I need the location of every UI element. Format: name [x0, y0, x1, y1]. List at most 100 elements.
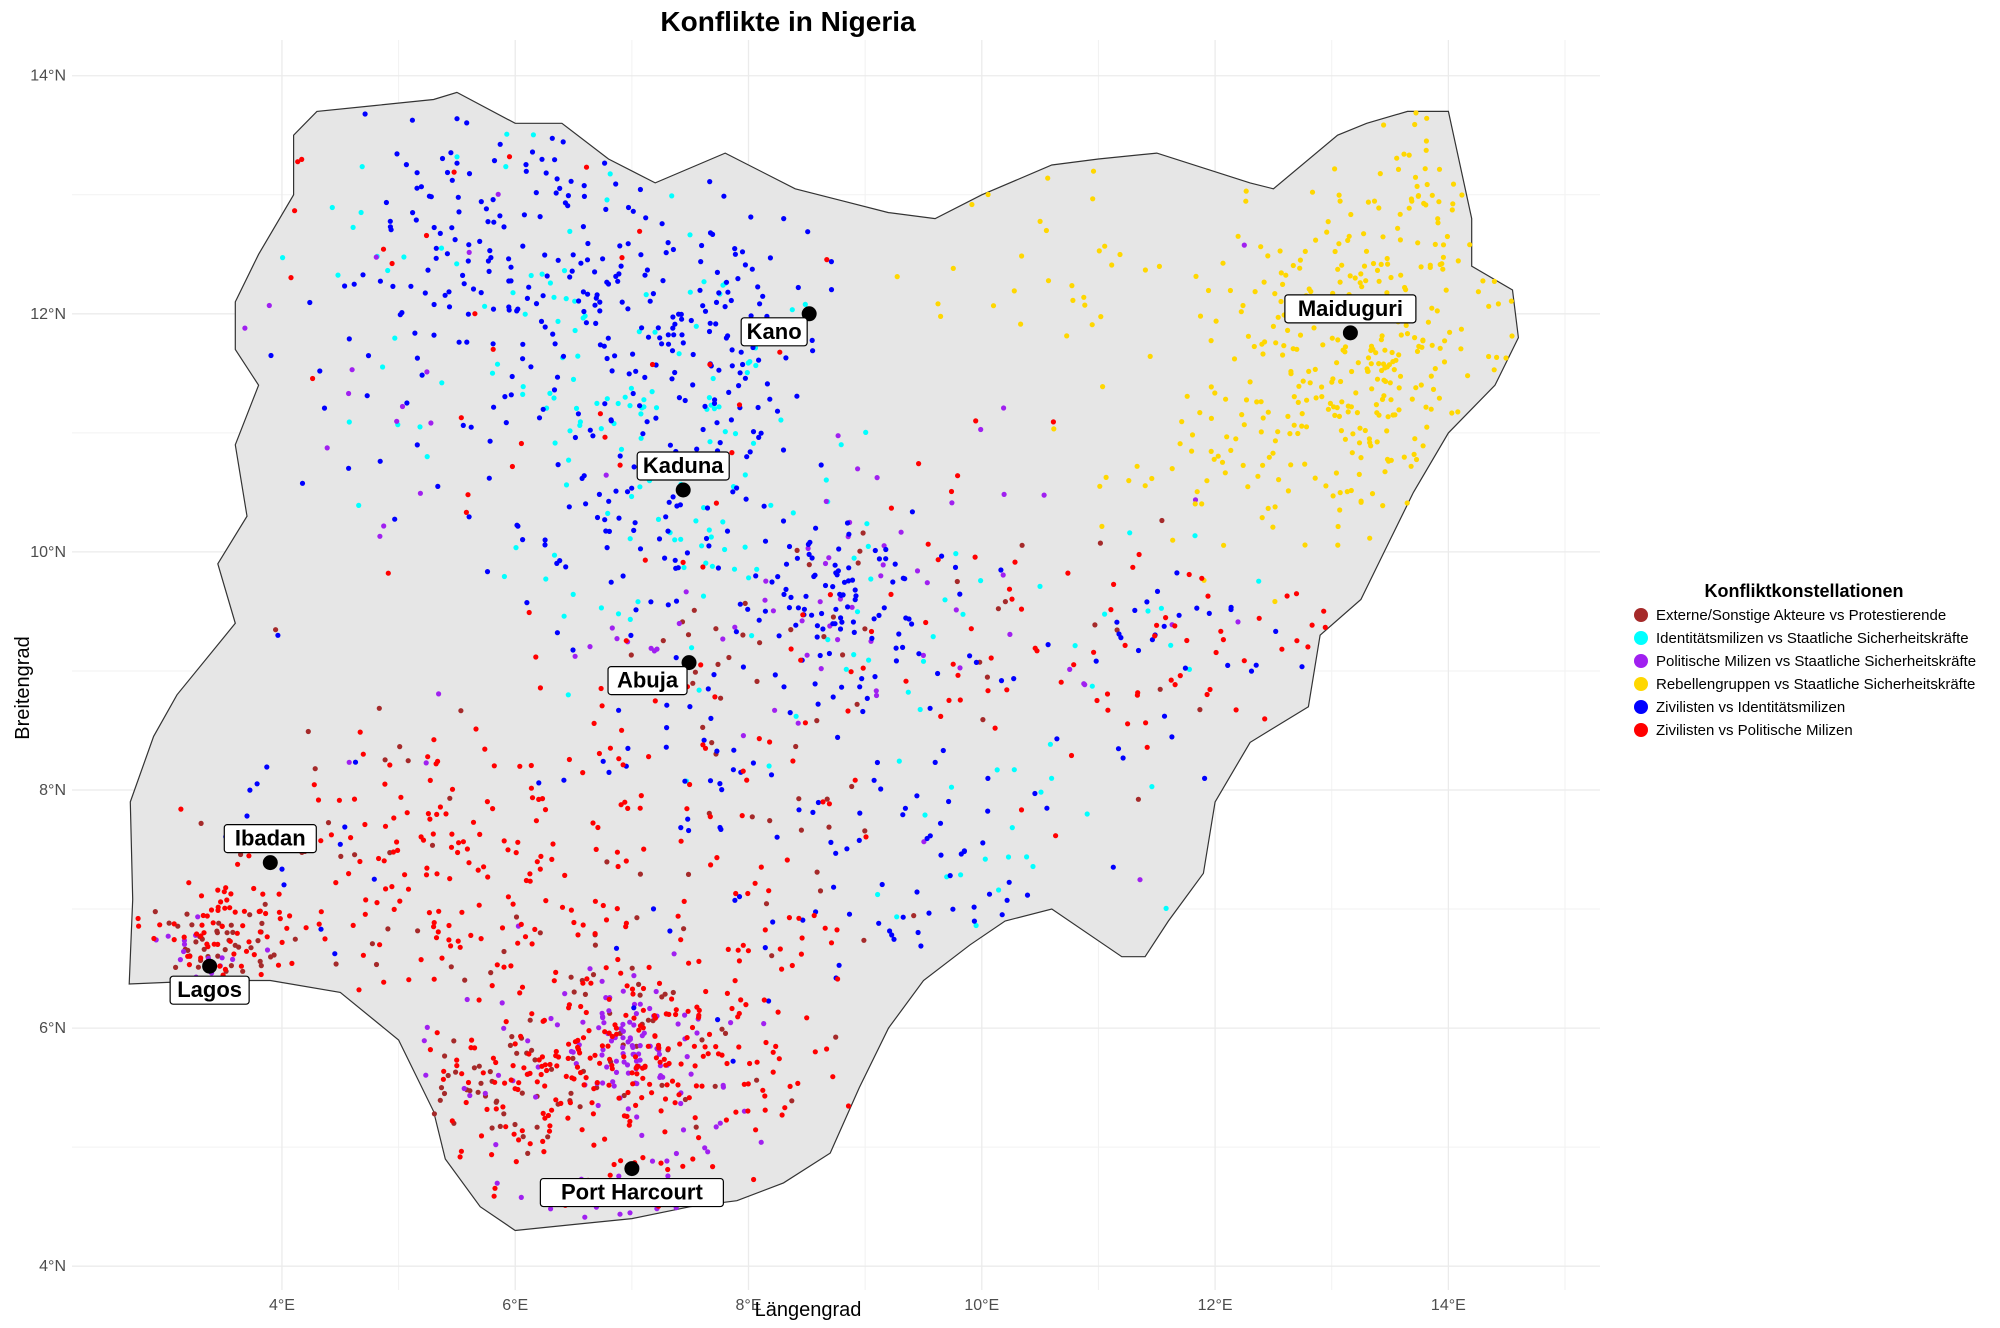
conflict-point: [669, 193, 675, 199]
conflict-point: [494, 1180, 500, 1186]
conflict-point: [992, 725, 998, 731]
conflict-point: [1287, 431, 1293, 437]
conflict-point: [745, 890, 751, 897]
conflict-point: [722, 429, 728, 435]
conflict-point: [454, 1063, 460, 1069]
conflict-point: [688, 1071, 694, 1077]
legend-label: Zivilisten vs Politische Milizen: [1656, 722, 1853, 739]
conflict-point: [1136, 551, 1142, 558]
conflict-point: [788, 627, 794, 633]
conflict-point: [1149, 637, 1155, 643]
conflict-point: [255, 938, 261, 944]
conflict-point: [594, 514, 601, 521]
conflict-point: [427, 816, 433, 822]
conflict-point: [754, 1059, 760, 1065]
conflict-point: [1325, 219, 1331, 225]
conflict-point: [1401, 151, 1407, 157]
conflict-point: [1280, 352, 1286, 358]
conflict-point: [666, 499, 672, 505]
conflict-point: [740, 632, 746, 638]
conflict-point: [642, 374, 648, 380]
conflict-point: [484, 569, 491, 575]
conflict-point: [625, 1106, 631, 1112]
conflict-point: [1245, 333, 1251, 339]
conflict-point: [633, 1102, 639, 1108]
conflict-point: [181, 934, 187, 940]
conflict-point: [793, 622, 799, 628]
conflict-point: [762, 945, 768, 951]
conflict-point: [600, 1015, 606, 1021]
conflict-point: [357, 858, 363, 865]
conflict-point: [510, 290, 516, 296]
conflict-point: [616, 1095, 622, 1101]
conflict-point: [521, 212, 528, 218]
conflict-point: [921, 839, 927, 845]
conflict-point: [1142, 267, 1148, 273]
conflict-point: [462, 977, 468, 983]
conflict-point: [461, 1085, 467, 1092]
conflict-point: [1406, 152, 1412, 158]
conflict-point: [1437, 345, 1443, 351]
conflict-point: [497, 1123, 503, 1129]
conflict-point: [617, 453, 623, 459]
conflict-point: [1440, 266, 1446, 272]
conflict-point: [696, 687, 702, 693]
conflict-point: [1420, 337, 1426, 343]
conflict-point: [486, 475, 492, 481]
conflict-point: [669, 996, 675, 1002]
conflict-point: [567, 228, 573, 234]
conflict-point: [438, 245, 445, 251]
conflict-point: [672, 557, 678, 563]
conflict-point: [362, 821, 368, 828]
conflict-point: [553, 190, 559, 196]
conflict-point: [806, 551, 812, 558]
conflict-point: [1071, 662, 1077, 668]
conflict-point: [277, 916, 283, 922]
conflict-point: [426, 910, 432, 916]
conflict-point: [1356, 440, 1363, 446]
conflict-point: [663, 514, 669, 520]
conflict-point: [563, 482, 570, 488]
conflict-point: [805, 545, 811, 552]
conflict-point: [930, 634, 936, 640]
conflict-point: [609, 625, 615, 631]
conflict-point: [772, 707, 778, 713]
conflict-point: [967, 653, 973, 659]
conflict-point: [955, 473, 961, 479]
conflict-point: [776, 1056, 782, 1062]
conflict-point: [702, 308, 709, 314]
conflict-point: [1327, 400, 1333, 406]
conflict-point: [346, 759, 352, 765]
conflict-point: [1208, 384, 1214, 390]
conflict-point: [478, 1080, 484, 1086]
conflict-point: [953, 551, 959, 557]
conflict-point: [1000, 572, 1006, 578]
conflict-point: [637, 228, 643, 234]
conflict-point: [1428, 406, 1434, 412]
conflict-point: [579, 1127, 585, 1133]
conflict-point: [580, 770, 586, 776]
conflict-point: [1045, 642, 1051, 648]
conflict-point: [835, 433, 841, 439]
conflict-point: [984, 674, 991, 680]
conflict-point: [837, 626, 844, 632]
conflict-point: [1305, 644, 1311, 650]
conflict-point: [940, 747, 946, 754]
conflict-point: [946, 697, 952, 704]
conflict-point: [505, 847, 511, 853]
conflict-point: [360, 272, 366, 278]
conflict-point: [709, 740, 715, 746]
conflict-point: [548, 1206, 554, 1212]
conflict-point: [537, 685, 544, 691]
conflict-point: [600, 1080, 606, 1086]
conflict-point: [455, 194, 461, 200]
conflict-point: [871, 777, 877, 783]
conflict-point: [431, 1111, 437, 1117]
conflict-point: [533, 654, 539, 660]
conflict-point: [684, 1054, 690, 1060]
conflict-point: [434, 871, 440, 877]
conflict-point: [562, 991, 568, 997]
conflict-point: [1239, 412, 1245, 418]
city-label: Kaduna: [643, 453, 724, 478]
conflict-point: [1199, 501, 1205, 507]
